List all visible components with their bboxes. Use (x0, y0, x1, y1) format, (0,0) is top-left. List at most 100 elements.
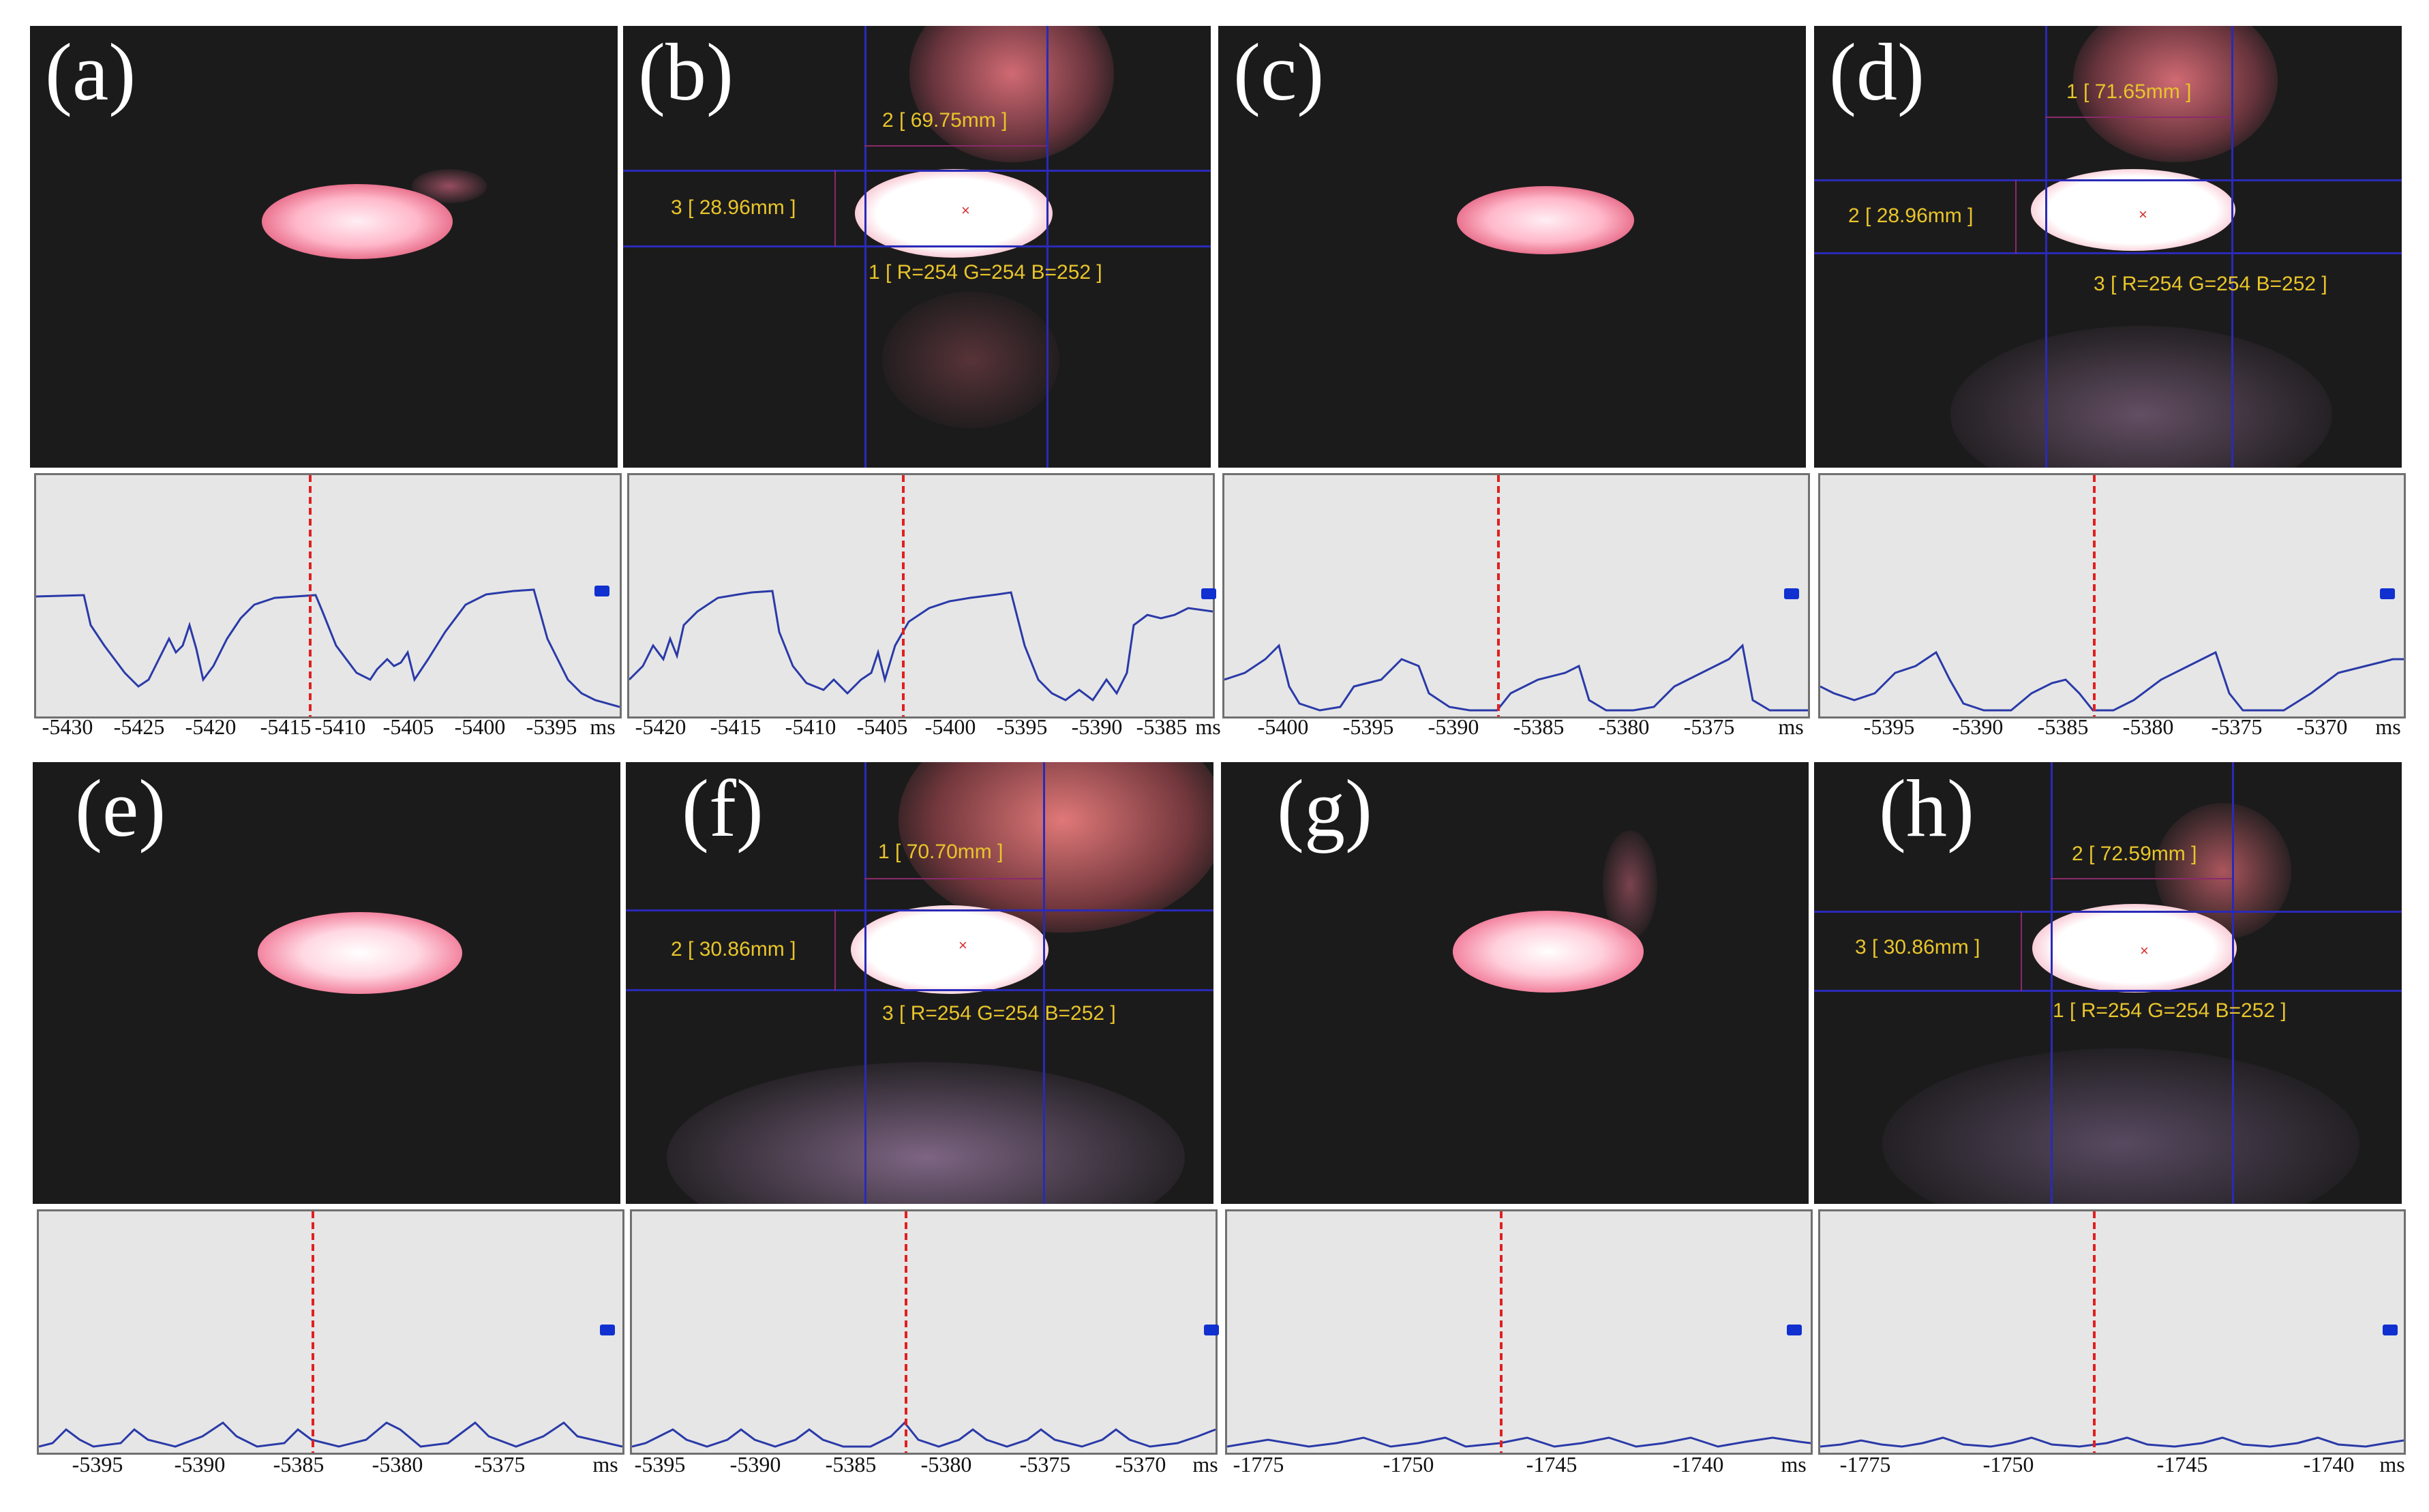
unit-label: ms (1192, 1452, 1218, 1477)
height-measure-line (834, 170, 836, 247)
tick-label: -1745 (2156, 1452, 2208, 1477)
signal-plot (632, 1211, 1216, 1453)
signal-graph-d (1818, 473, 2406, 719)
signal-line (1820, 650, 2404, 712)
tick-label: -5375 (1683, 714, 1735, 739)
crosshair-horizontal[interactable] (1814, 911, 2402, 913)
unit-label: ms (2375, 714, 2401, 739)
tick-label: -5400 (924, 714, 976, 739)
measurement-color: 1 [ R=254 G=254 B=252 ] (2053, 999, 2287, 1022)
signal-plot (39, 1211, 622, 1453)
tick-label: -5395 (634, 1452, 686, 1477)
x-axis-ticks-e: -5395 -5390 -5385 -5380 -5375 ms (33, 1452, 633, 1486)
unit-label: ms (590, 714, 616, 739)
signal-plot (1227, 1211, 1811, 1453)
unit-label: ms (1781, 1452, 1807, 1477)
signal-plot (1224, 475, 1808, 716)
tick-label: -1750 (1383, 1452, 1434, 1477)
plasma-glow (2032, 904, 2237, 993)
tick-label: -5395 (526, 714, 577, 739)
measurement-width: 2 [ 69.75mm ] (882, 109, 1008, 132)
x-axis-ticks-a: -5430 -5425 -5420 -5415 -5410 -5405 -540… (30, 714, 630, 749)
signal-line (39, 1421, 622, 1448)
crosshair-horizontal[interactable] (623, 170, 1211, 172)
photo-g: (g) (1221, 762, 1809, 1204)
tick-label: -5395 (1863, 714, 1915, 739)
crosshair-horizontal[interactable] (1814, 990, 2402, 992)
height-measure-line (2021, 911, 2022, 991)
tick-label: -1750 (1982, 1452, 2034, 1477)
signal-plot (36, 475, 620, 716)
crosshair-horizontal[interactable] (623, 245, 1211, 247)
measurement-height: 3 [ 30.86mm ] (1855, 936, 1980, 958)
tick-label: -5385 (825, 1452, 877, 1477)
plasma-glow (855, 169, 1053, 258)
scroll-thumb-h[interactable] (2383, 1325, 2398, 1335)
signal-graph-g (1225, 1209, 1813, 1455)
scroll-thumb-a[interactable] (594, 586, 609, 596)
center-marker: × (2139, 206, 2147, 223)
measurement-height: 2 [ 30.86mm ] (671, 938, 796, 961)
tick-label: -5395 (1342, 714, 1394, 739)
crosshair-vertical[interactable] (2045, 26, 2047, 468)
tick-label: -5390 (174, 1452, 226, 1477)
scroll-thumb-b[interactable] (1201, 588, 1216, 599)
panel-label: (e) (75, 763, 166, 853)
unit-label: ms (2379, 1452, 2405, 1477)
crosshair-vertical[interactable] (2232, 762, 2234, 1204)
unit-label: ms (592, 1452, 618, 1477)
photo-e: (e) (33, 762, 620, 1204)
x-axis-ticks-f: -5395 -5390 -5385 -5380 -5375 -5370 ms (626, 1452, 1226, 1486)
photo-a: (a) (30, 26, 618, 468)
crosshair-vertical[interactable] (2231, 26, 2233, 468)
signal-graph-a (34, 473, 622, 719)
measurement-height: 3 [ 28.96mm ] (671, 196, 796, 219)
tick-label: -5385 (2037, 714, 2089, 739)
panel-label: (c) (1233, 27, 1325, 117)
measurement-height: 2 [ 28.96mm ] (1848, 205, 1974, 227)
crosshair-horizontal[interactable] (1814, 179, 2402, 181)
tick-label: -5380 (1598, 714, 1650, 739)
crosshair-vertical[interactable] (1046, 26, 1048, 468)
tick-label: -5390 (1071, 714, 1123, 739)
tick-label: -5385 (1513, 714, 1565, 739)
crosshair-vertical[interactable] (864, 762, 866, 1204)
signal-line (632, 1421, 1216, 1448)
width-measure-line (864, 145, 1046, 147)
width-measure-line (864, 878, 1043, 879)
signal-graph-c (1222, 473, 1810, 719)
signal-graph-b (627, 473, 1215, 719)
height-measure-line (2015, 180, 2017, 254)
crosshair-horizontal[interactable] (626, 909, 1213, 911)
signal-line (36, 588, 620, 708)
crosshair-horizontal[interactable] (626, 989, 1213, 991)
scroll-thumb-c[interactable] (1784, 588, 1799, 599)
height-measure-line (834, 910, 836, 991)
x-axis-ticks-b: -5420 -5415 -5410 -5405 -5400 -5395 -539… (623, 714, 1223, 749)
measurement-color: 3 [ R=254 G=254 B=252 ] (2094, 273, 2327, 295)
crosshair-vertical[interactable] (1043, 762, 1045, 1204)
width-measure-line (2051, 878, 2232, 879)
crosshair-vertical[interactable] (864, 26, 866, 468)
tick-label: -5420 (635, 714, 687, 739)
photo-b: 2 [ 69.75mm ] 3 [ 28.96mm ] 1 [ R=254 G=… (623, 26, 1211, 468)
plasma-smoke (1950, 326, 2332, 468)
tick-label: -1745 (1526, 1452, 1578, 1477)
tick-label: -5370 (1115, 1452, 1166, 1477)
plasma-plume (2073, 26, 2278, 162)
center-marker: × (2140, 942, 2149, 959)
scroll-thumb-d[interactable] (2380, 588, 2395, 599)
signal-plot (1820, 1211, 2404, 1453)
tick-label: -1740 (1672, 1452, 1724, 1477)
scroll-thumb-e[interactable] (600, 1325, 615, 1335)
crosshair-vertical[interactable] (2051, 762, 2053, 1204)
tick-label: -5410 (785, 714, 836, 739)
crosshair-horizontal[interactable] (1814, 252, 2402, 254)
scroll-thumb-f[interactable] (1204, 1325, 1219, 1335)
measurement-width: 2 [ 72.59mm ] (2072, 843, 2197, 865)
tick-label: -5380 (2122, 714, 2174, 739)
panel-label: (h) (1879, 763, 1974, 853)
unit-label: ms (1778, 714, 1804, 739)
x-axis-ticks-g: -1775 -1750 -1745 -1740 ms (1221, 1452, 1821, 1486)
scroll-thumb-g[interactable] (1787, 1325, 1802, 1335)
